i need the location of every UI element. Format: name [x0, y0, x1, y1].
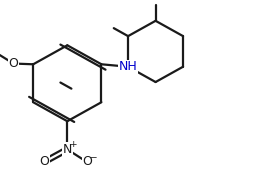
Text: NH: NH: [119, 60, 137, 73]
Text: +: +: [69, 140, 77, 149]
Text: −: −: [89, 152, 97, 161]
Text: O: O: [83, 155, 92, 168]
Text: O: O: [40, 155, 49, 168]
Text: N: N: [63, 143, 72, 156]
Text: O: O: [8, 57, 18, 70]
